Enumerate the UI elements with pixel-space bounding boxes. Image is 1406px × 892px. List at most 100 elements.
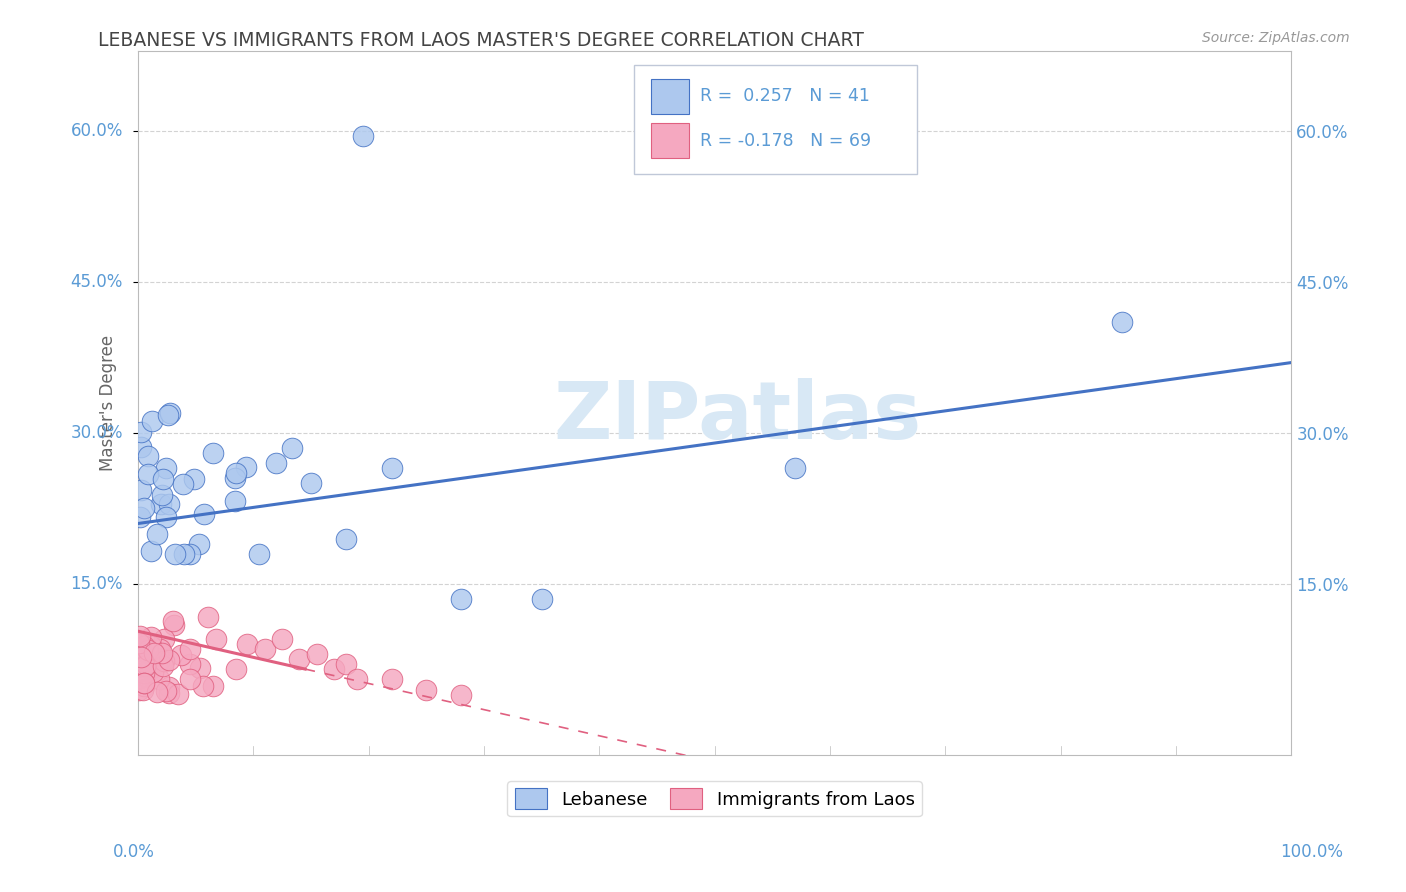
Point	[136, 449, 159, 463]
Point	[450, 591, 472, 606]
Point	[129, 483, 152, 497]
Point	[132, 675, 155, 690]
Point	[172, 477, 194, 491]
Point	[149, 642, 172, 657]
Point	[139, 630, 162, 644]
Point	[225, 467, 247, 481]
Point	[281, 441, 304, 455]
Point	[381, 461, 404, 475]
Point	[157, 497, 180, 511]
Point	[1111, 315, 1133, 329]
Point	[135, 658, 157, 673]
Point	[225, 662, 247, 676]
Point	[188, 661, 211, 675]
Bar	[651, 78, 689, 114]
Point	[136, 643, 159, 657]
Point	[167, 687, 190, 701]
Point	[335, 532, 357, 546]
Bar	[651, 123, 689, 159]
Point	[132, 501, 155, 516]
Point	[352, 129, 374, 144]
Point	[183, 472, 205, 486]
Text: ZIPatlas: ZIPatlas	[554, 378, 922, 456]
Y-axis label: Master's Degree: Master's Degree	[98, 334, 117, 471]
Point	[150, 654, 173, 668]
Point	[132, 639, 155, 653]
Point	[143, 646, 166, 660]
Point	[128, 636, 150, 650]
Point	[305, 648, 328, 662]
Point	[197, 610, 219, 624]
Point	[785, 461, 807, 475]
Point	[146, 657, 169, 671]
Point	[128, 664, 150, 678]
Point	[155, 684, 177, 698]
Point	[179, 642, 201, 657]
Legend: Lebanese, Immigrants from Laos: Lebanese, Immigrants from Laos	[508, 781, 922, 816]
Point	[148, 656, 170, 670]
Point	[129, 650, 152, 665]
Point	[179, 657, 201, 671]
Point	[224, 494, 246, 508]
Point	[157, 686, 180, 700]
Point	[335, 657, 357, 672]
Text: Source: ZipAtlas.com: Source: ZipAtlas.com	[1202, 31, 1350, 45]
Point	[193, 507, 215, 521]
Point	[152, 655, 174, 669]
Text: 60.0%: 60.0%	[70, 122, 122, 140]
Point	[415, 682, 437, 697]
Point	[128, 658, 150, 673]
Point	[129, 425, 152, 440]
Text: 0.0%: 0.0%	[112, 843, 155, 861]
Point	[136, 641, 159, 656]
Point	[129, 440, 152, 454]
Point	[162, 615, 184, 629]
Point	[139, 662, 162, 676]
Point	[155, 460, 177, 475]
Point	[201, 679, 224, 693]
Point	[138, 467, 160, 481]
Point	[142, 665, 165, 680]
Text: 30.0%: 30.0%	[70, 424, 122, 442]
Point	[132, 683, 155, 698]
Point	[157, 653, 180, 667]
Point	[253, 642, 276, 657]
Point	[146, 527, 169, 541]
Point	[135, 657, 157, 671]
Point	[132, 676, 155, 690]
Point	[163, 547, 186, 561]
Point	[128, 683, 150, 698]
Point	[266, 456, 288, 470]
Point	[135, 650, 157, 665]
Point	[381, 673, 404, 687]
Text: 15.0%: 15.0%	[70, 574, 122, 593]
Point	[141, 640, 163, 654]
Point	[188, 537, 211, 551]
Point	[323, 662, 346, 676]
Point	[148, 672, 170, 686]
Point	[150, 646, 173, 660]
Point	[134, 659, 156, 673]
Point	[134, 669, 156, 683]
Point	[153, 632, 176, 646]
Point	[191, 679, 214, 693]
Point	[152, 658, 174, 673]
Point	[201, 446, 224, 460]
Point	[235, 459, 257, 474]
Point	[450, 688, 472, 702]
Point	[179, 672, 201, 686]
Point	[152, 472, 174, 486]
Point	[205, 632, 228, 647]
Point	[179, 547, 201, 561]
Point	[163, 618, 186, 632]
Point	[132, 665, 155, 680]
Point	[132, 679, 155, 693]
Point	[132, 639, 155, 653]
Point	[247, 547, 270, 561]
Point	[128, 637, 150, 651]
Point	[288, 652, 311, 666]
Point	[173, 547, 195, 561]
Point	[170, 648, 193, 663]
Text: 100.0%: 100.0%	[1279, 843, 1343, 861]
Point	[299, 476, 322, 491]
